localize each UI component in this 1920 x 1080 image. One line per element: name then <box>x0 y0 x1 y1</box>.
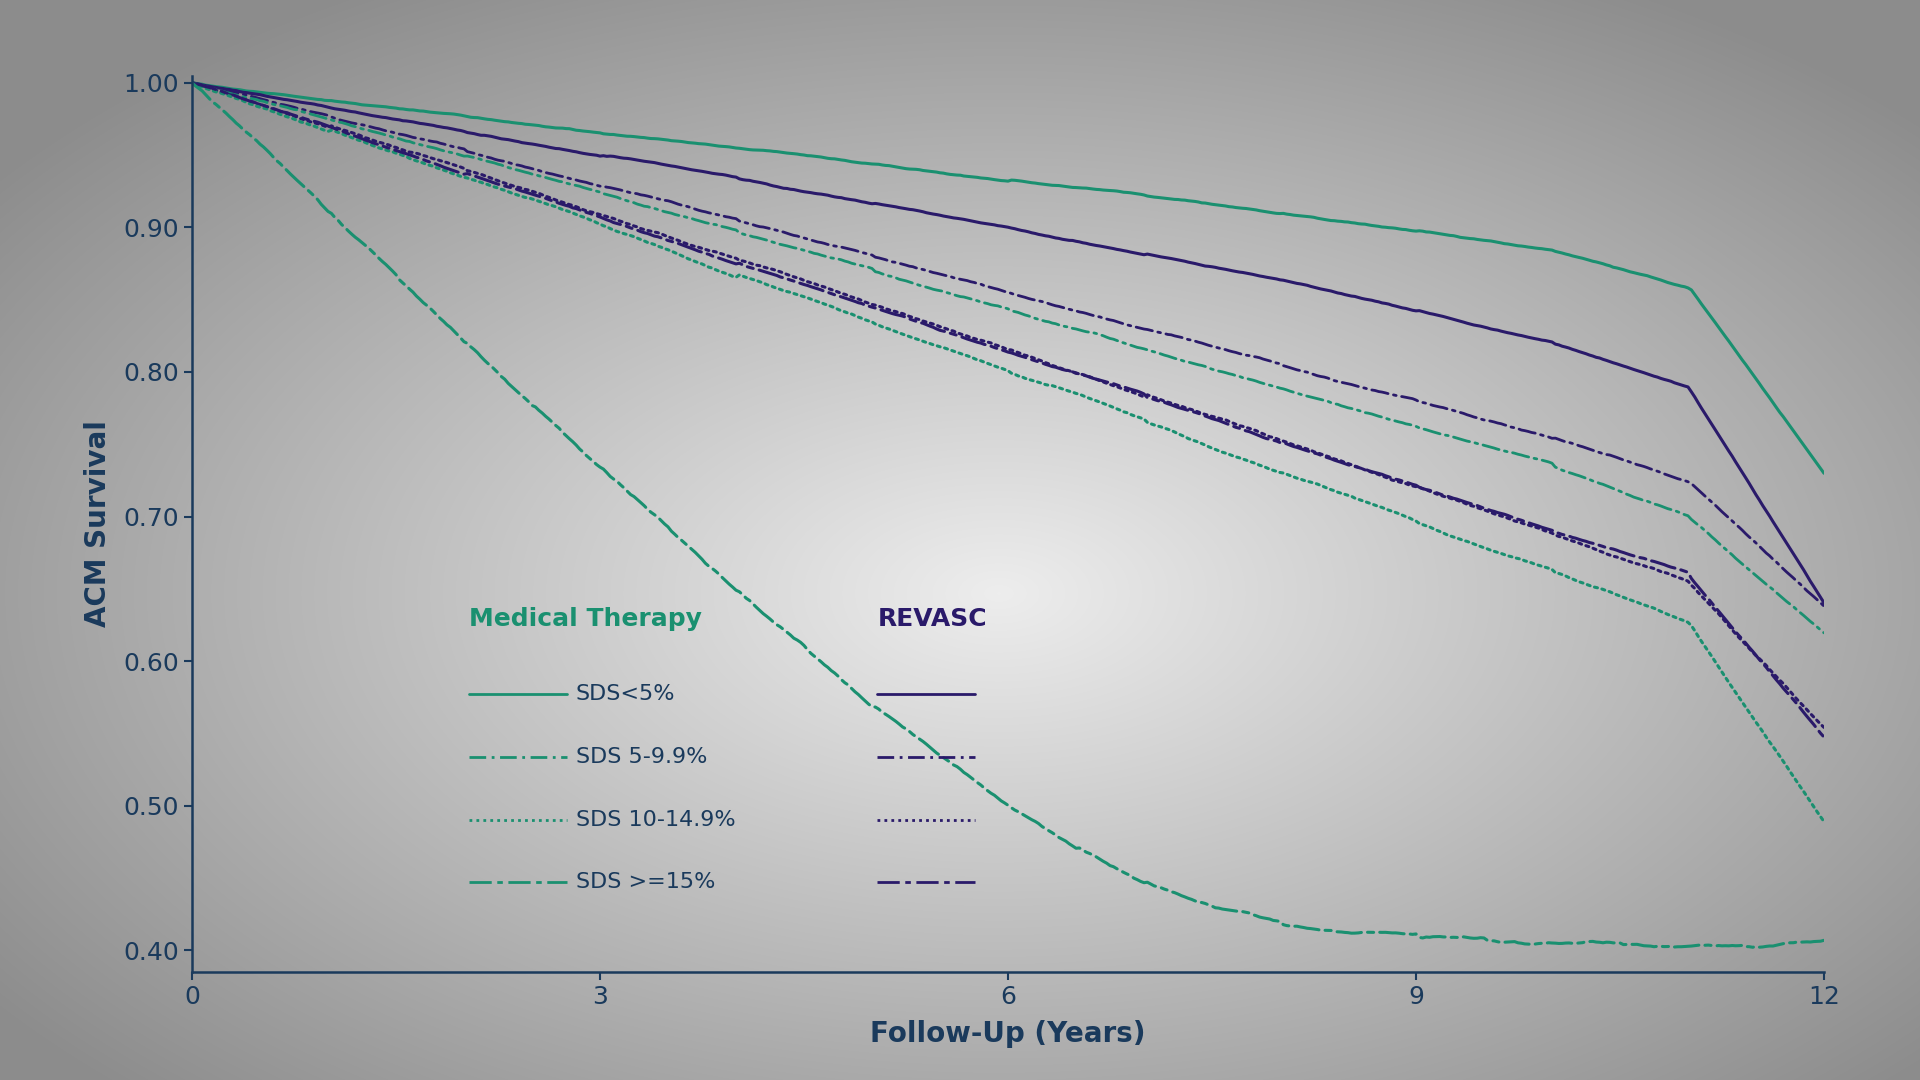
Text: SDS >=15%: SDS >=15% <box>576 873 714 892</box>
Text: Medical Therapy: Medical Therapy <box>468 607 703 632</box>
X-axis label: Follow-Up (Years): Follow-Up (Years) <box>870 1021 1146 1049</box>
Y-axis label: ACM Survival: ACM Survival <box>84 420 111 627</box>
Text: SDS 10-14.9%: SDS 10-14.9% <box>576 810 735 829</box>
Text: REVASC: REVASC <box>877 607 987 632</box>
Text: SDS<5%: SDS<5% <box>576 684 676 704</box>
Text: SDS 5-9.9%: SDS 5-9.9% <box>576 747 707 767</box>
